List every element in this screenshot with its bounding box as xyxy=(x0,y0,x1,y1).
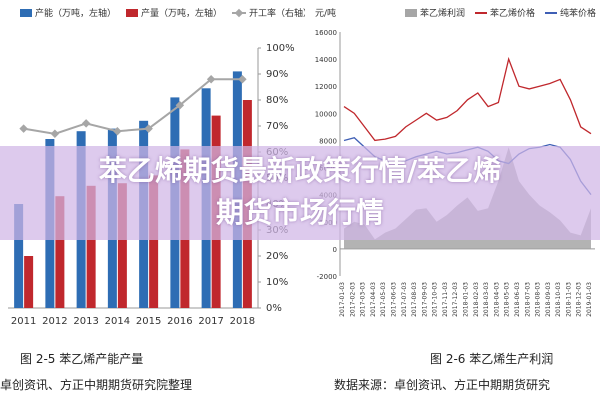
utilization-line xyxy=(23,78,243,135)
x-tick-label: 2018-10-03 xyxy=(555,282,562,317)
x-tick-label: 2017-10-03 xyxy=(432,282,439,317)
capacity-bar xyxy=(14,204,24,308)
x-tick-label: 2017-09-03 xyxy=(421,282,428,317)
right-y-tick-label: 80% xyxy=(266,95,288,106)
legend-price: 苯乙烯价格 xyxy=(475,6,535,19)
utilization-point xyxy=(113,126,122,136)
y-tick-label: 12000 xyxy=(315,83,337,91)
y-tick-label: -2000 xyxy=(317,273,337,281)
left-chart-legend: 产能（万吨，左轴） 产量（万吨，左轴） 开工率（右轴） xyxy=(20,6,322,19)
legend-capacity-swatch xyxy=(20,8,32,17)
x-tick-label: 2018-03-03 xyxy=(483,282,490,317)
output-bar xyxy=(117,183,127,308)
title-banner-line2: 期货市场行情 xyxy=(215,196,384,229)
output-bar xyxy=(149,175,159,308)
x-tick-label: 2013 xyxy=(73,316,98,327)
utilization-point xyxy=(175,100,185,110)
utilization-point xyxy=(19,124,28,133)
x-tick-label: 2018-09-03 xyxy=(545,282,552,317)
left-figure-source: 卓创资讯、方正中期期货研究院整理 xyxy=(0,378,193,392)
x-tick-label: 2017-07-03 xyxy=(401,282,408,317)
legend-benzene-label: 纯苯价格 xyxy=(560,9,597,19)
styrene-price-line xyxy=(343,56,592,142)
x-tick-label: 2018-02-03 xyxy=(473,282,480,317)
x-tick-label: 2018-08-03 xyxy=(535,282,542,317)
legend-capacity-label: 产能（万吨，左轴） xyxy=(35,9,117,19)
title-banner-text: 苯乙烯期货最新政策行情/苯乙烯 期货市场行情 xyxy=(0,150,600,234)
right-y-tick-label: 70% xyxy=(266,121,288,132)
x-tick-label: 2017-02-03 xyxy=(349,282,356,317)
legend-utilization-swatch xyxy=(232,11,247,14)
x-tick-label: 2017-01-03 xyxy=(339,282,346,317)
legend-utilization-label: 开工率（右轴） xyxy=(249,9,313,19)
utilization-point xyxy=(238,74,247,84)
legend-utilization: 开工率（右轴） xyxy=(232,6,312,19)
x-tick-label: 2017-05-03 xyxy=(380,282,387,317)
y-tick-label: 16000 xyxy=(315,29,337,37)
right-y-tick-label: 10% xyxy=(266,277,288,288)
right-y-tick-label: 100% xyxy=(266,43,295,54)
output-bar xyxy=(55,196,65,308)
x-tick-label: 2015 xyxy=(136,316,161,327)
x-tick-label: 2014 xyxy=(105,316,130,327)
x-tick-label: 2018-04-03 xyxy=(493,282,500,317)
legend-output-swatch xyxy=(126,8,139,17)
title-banner-line1: 苯乙烯期货最新政策行情/苯乙烯 xyxy=(98,154,502,187)
right-y-tick-label: 0% xyxy=(266,303,282,314)
left-figure-title: 图 2-5 苯乙烯产能产量 xyxy=(20,352,144,366)
x-tick-label: 2018-07-03 xyxy=(524,282,531,317)
x-tick-label: 2018-01-03 xyxy=(463,282,470,317)
x-tick-label: 2018-06-03 xyxy=(514,282,521,317)
x-tick-label: 2018-12-03 xyxy=(576,282,583,317)
x-tick-label: 2018-11-03 xyxy=(565,282,572,317)
x-tick-label: 2017-04-03 xyxy=(370,282,377,317)
x-tick-label: 2017 xyxy=(198,316,223,327)
utilization-point xyxy=(50,129,60,139)
x-tick-label: 2018 xyxy=(230,316,255,327)
x-tick-label: 2017-11-03 xyxy=(442,282,449,317)
legend-benzene-swatch xyxy=(545,11,558,14)
y-tick-label: 14000 xyxy=(315,56,337,64)
utilization-point xyxy=(81,119,91,128)
legend-benzene: 纯苯价格 xyxy=(545,6,596,19)
x-tick-label: 2019-01-03 xyxy=(586,282,593,317)
x-tick-label: 2016 xyxy=(167,316,192,327)
output-bar xyxy=(86,185,96,308)
y-tick-label: 10000 xyxy=(315,110,337,118)
x-tick-label: 2017-03-03 xyxy=(360,282,367,317)
right-y-tick-label: 20% xyxy=(266,251,288,262)
utilization-point xyxy=(144,124,153,133)
right-figure-title: 图 2-6 苯乙烯生产利润 xyxy=(430,352,554,366)
legend-output-label: 产量（万吨，左轴） xyxy=(141,9,223,19)
right-y-tick-label: 90% xyxy=(266,69,288,80)
right-chart-legend: 苯乙烯利润 苯乙烯价格 纯苯价格 xyxy=(405,6,600,19)
x-tick-label: 2018-05-03 xyxy=(504,282,511,317)
legend-price-swatch xyxy=(475,11,488,14)
x-tick-label: 2012 xyxy=(42,316,67,327)
x-tick-label: 2017-12-03 xyxy=(452,282,459,317)
title-banner xyxy=(0,146,600,240)
legend-capacity: 产能（万吨，左轴） xyxy=(20,6,116,19)
x-tick-label: 2017-08-03 xyxy=(411,282,418,317)
y-tick-label: 0 xyxy=(333,246,337,254)
legend-price-label: 苯乙烯价格 xyxy=(490,9,536,19)
legend-profit-swatch xyxy=(405,8,417,17)
utilization-point xyxy=(206,74,216,84)
x-tick-label: 2011 xyxy=(11,316,36,327)
legend-profit: 苯乙烯利润 xyxy=(405,6,465,19)
y-unit-label: 元/吨 xyxy=(315,7,336,19)
legend-profit-label: 苯乙烯利润 xyxy=(420,9,466,19)
right-figure-source: 数据来源：卓创资讯、方正中期期货研究 xyxy=(334,378,551,392)
y-tick-label: 8000 xyxy=(319,137,337,145)
legend-output: 产量（万吨，左轴） xyxy=(126,6,222,19)
output-bar xyxy=(24,256,34,308)
x-tick-label: 2017-06-03 xyxy=(390,282,397,317)
